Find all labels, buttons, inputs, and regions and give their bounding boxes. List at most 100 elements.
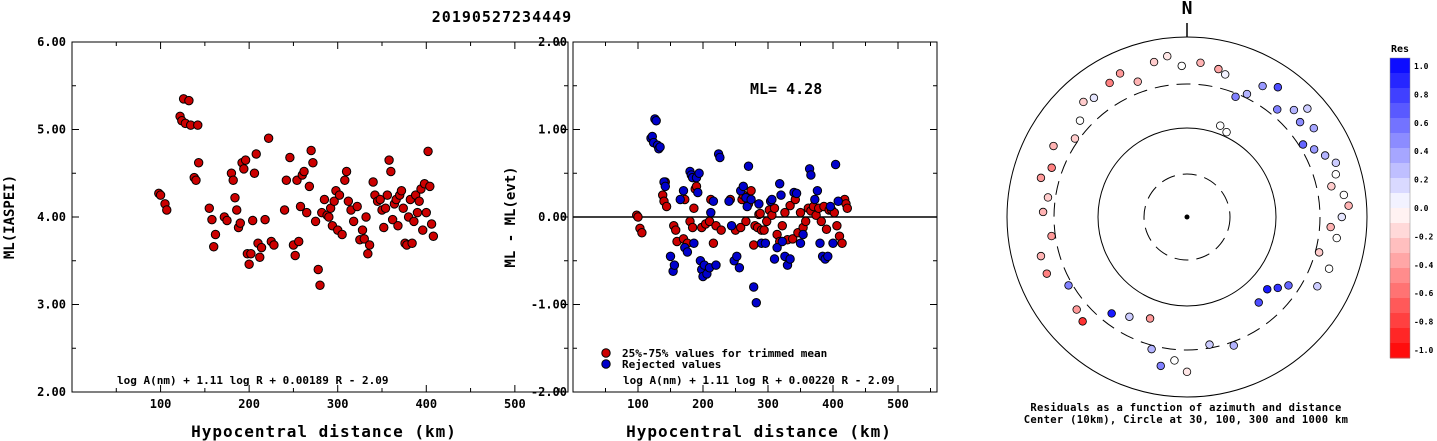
left-data-point <box>398 203 408 213</box>
polar-residual-point <box>1163 52 1172 61</box>
polar-residual-point <box>1273 283 1282 293</box>
left-data-point <box>207 214 217 225</box>
left-data-point <box>386 166 396 177</box>
left-data-point <box>363 249 373 259</box>
left-data-point <box>409 216 419 227</box>
left-data-point <box>412 207 423 218</box>
left-data-point <box>337 229 347 240</box>
colorbar-title: Res <box>1391 44 1409 55</box>
colorbar-segment <box>1390 148 1410 164</box>
residual-x-tick-label: 400 <box>822 397 844 411</box>
polar-residual-point <box>1222 127 1231 137</box>
residual-data-point <box>738 181 748 192</box>
polar-residual-point <box>1070 134 1080 143</box>
colorbar-tick-label: -0.4 <box>1414 261 1433 270</box>
residual-data-point <box>651 116 661 126</box>
left-data-point <box>260 214 270 225</box>
residual-data-point <box>788 234 798 244</box>
left-x-tick-label: 300 <box>327 397 349 411</box>
residual-data-point <box>708 196 719 206</box>
residual-data-point <box>716 225 726 235</box>
residual-data-point <box>801 216 811 227</box>
colorbar-tick-label: 0.8 <box>1414 90 1429 99</box>
residual-data-point <box>751 298 761 308</box>
left-x-tick-label: 200 <box>238 397 260 411</box>
left-data-point <box>308 158 318 168</box>
left-data-point <box>228 175 238 185</box>
colorbar-tick-label: -0.2 <box>1414 232 1433 241</box>
left-data-point <box>191 175 201 185</box>
polar-residual-point <box>1145 314 1155 323</box>
colorbar-segment <box>1390 178 1410 194</box>
polar-residual-point <box>1125 312 1134 321</box>
residual-data-point <box>795 207 806 218</box>
left-data-point <box>263 133 274 143</box>
residual-data-point <box>815 238 825 248</box>
polar-residual-point <box>1273 105 1282 114</box>
polar-residual-point <box>1036 173 1046 183</box>
colorbar-tick-label: 0.6 <box>1414 119 1429 128</box>
polar-residual-point <box>1047 163 1056 172</box>
residual-data-point <box>816 216 826 227</box>
left-data-point <box>352 201 362 212</box>
polar-residual-point <box>1344 201 1353 210</box>
residual-data-point <box>777 236 787 247</box>
polar-residual-point <box>1229 341 1238 350</box>
colorbar-segment <box>1390 268 1410 284</box>
colorbar-tick-label: 0.4 <box>1414 147 1429 156</box>
residual-data-point <box>724 196 734 206</box>
polar-footnote-line2: Center (10km), Circle at 30, 100, 300 an… <box>1023 414 1349 426</box>
colorbar-segment <box>1390 73 1410 89</box>
residual-data-point <box>755 208 765 219</box>
residual-data-point <box>767 194 777 205</box>
residual-data-point <box>769 203 780 213</box>
polar-residual-point <box>1331 170 1341 179</box>
left-data-point <box>193 158 204 168</box>
left-data-point <box>361 212 371 222</box>
colorbar-tick-label: -0.8 <box>1414 318 1433 327</box>
left-data-point <box>343 196 354 206</box>
left-data-point <box>418 225 428 235</box>
left-data-point <box>230 193 240 203</box>
residual-data-point <box>760 238 771 248</box>
residual-data-point <box>682 247 693 257</box>
left-y-tick-label: 3.00 <box>37 298 66 312</box>
polar-residual-point <box>1133 77 1142 86</box>
polar-residual-point <box>1107 309 1116 318</box>
polar-residual-point <box>1313 282 1322 291</box>
polar-residual-point <box>1036 251 1046 261</box>
residual-data-point <box>842 203 852 213</box>
left-data-point <box>244 259 254 269</box>
residual-y-tick-label: -1.00 <box>531 298 567 312</box>
residual-data-point <box>785 254 795 264</box>
residual-data-point <box>749 240 759 250</box>
left-formula: log A(nm) + 1.11 log R + 0.00189 R - 2.0… <box>117 374 389 387</box>
left-data-point <box>368 177 378 187</box>
residual-data-point <box>828 238 838 248</box>
colorbar-segment <box>1390 208 1410 224</box>
polar-residual-point <box>1298 140 1308 149</box>
left-data-point <box>387 214 398 225</box>
residual-data-point <box>675 194 685 205</box>
left-x-tick-label: 400 <box>415 397 437 411</box>
left-data-point <box>425 181 435 192</box>
left-data-point <box>423 146 433 157</box>
polar-residual-point <box>1043 193 1053 202</box>
polar-residual-point <box>1327 182 1336 191</box>
left-data-point <box>295 201 306 212</box>
residual-data-point <box>749 282 759 292</box>
residual-data-point <box>833 196 843 206</box>
polar-residual-point <box>1105 78 1114 88</box>
residual-data-point <box>743 161 754 171</box>
polar-residual-point <box>1038 207 1048 217</box>
left-data-point <box>209 242 219 252</box>
residual-data-point <box>791 188 802 199</box>
residual-data-point <box>711 260 721 270</box>
colorbar-segment <box>1390 133 1410 149</box>
residual-data-point <box>671 225 681 235</box>
polar-residual-point <box>1196 58 1205 67</box>
left-y-axis-label: ML(IASPEI) <box>2 175 18 259</box>
left-data-point <box>380 203 391 213</box>
polar-residual-point <box>1331 158 1341 168</box>
polar-residual-point <box>1303 104 1312 113</box>
